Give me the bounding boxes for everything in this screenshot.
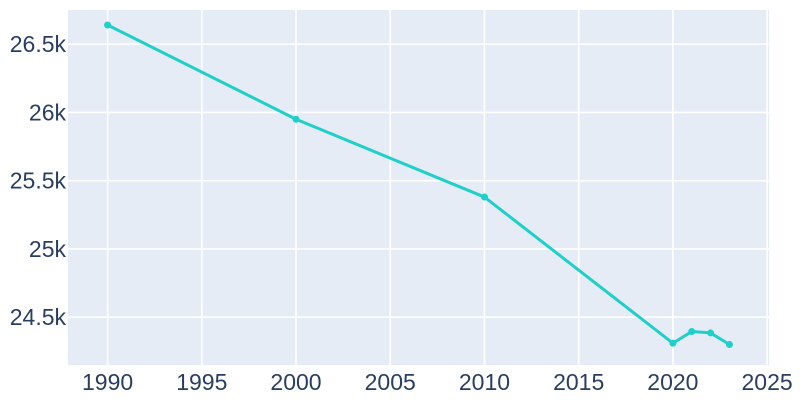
x-tick-label: 2010 [459, 369, 510, 395]
data-point [669, 339, 677, 347]
data-point [688, 328, 696, 336]
plot-area [68, 10, 769, 365]
x-tick-label: 1990 [82, 369, 133, 395]
x-tick-label: 2025 [742, 369, 793, 395]
x-tick-label: 2015 [553, 369, 604, 395]
y-tick-label: 24.5k [10, 304, 67, 330]
y-tick-label: 25k [29, 236, 67, 262]
data-point [707, 329, 715, 337]
data-point [292, 115, 300, 123]
x-tick-label: 2020 [647, 369, 698, 395]
y-tick-label: 25.5k [10, 168, 67, 194]
x-tick-label: 2000 [270, 369, 321, 395]
x-tick-label: 1995 [176, 369, 227, 395]
data-point [480, 193, 488, 201]
y-tick-label: 26.5k [10, 31, 67, 57]
y-tick-label: 26k [29, 99, 67, 125]
data-point [725, 341, 733, 349]
data-point [104, 21, 112, 29]
x-tick-label: 2005 [365, 369, 416, 395]
